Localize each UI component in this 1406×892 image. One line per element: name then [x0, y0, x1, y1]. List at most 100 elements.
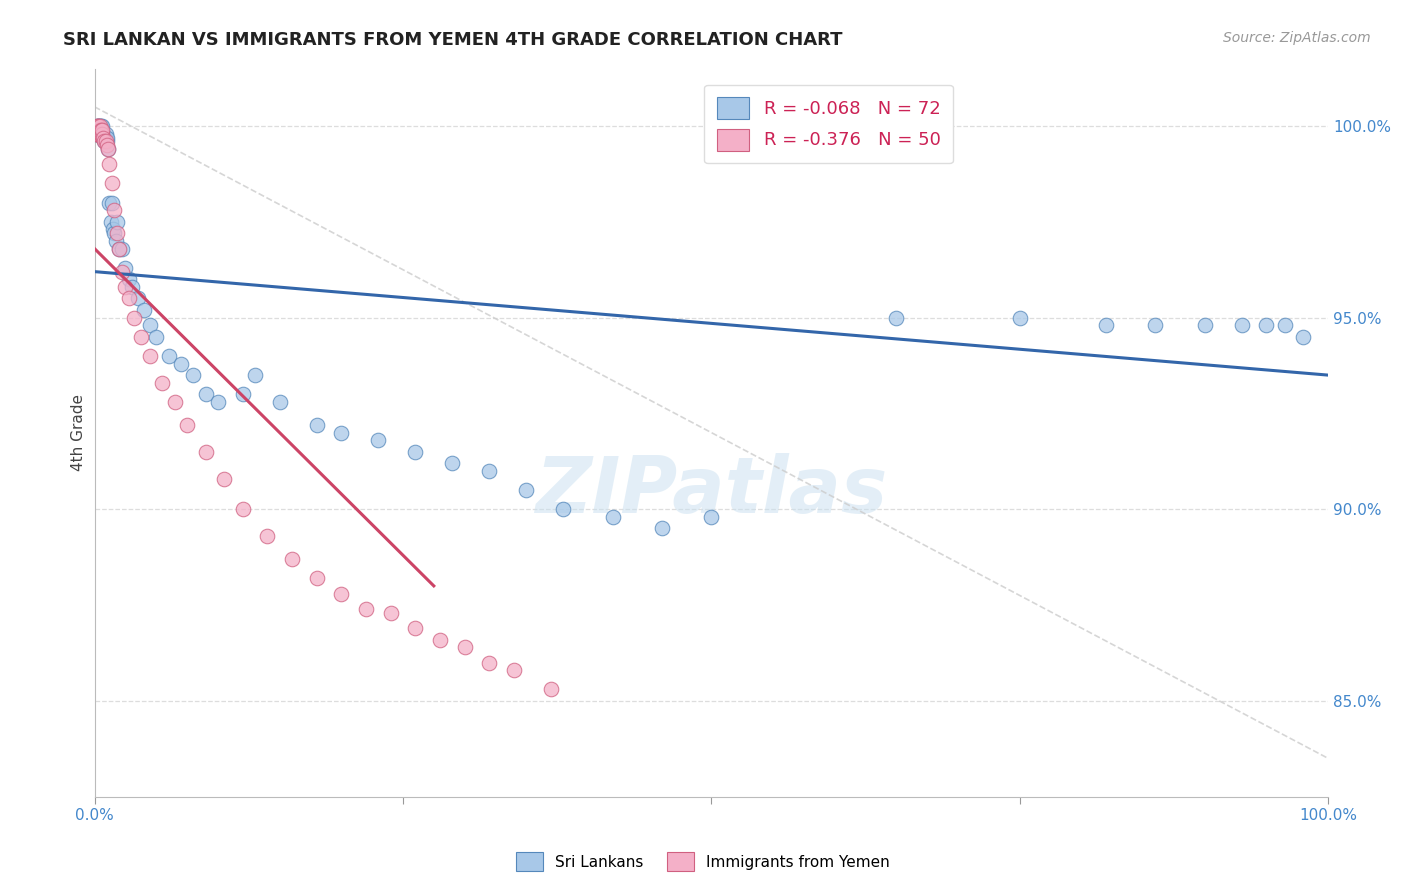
Legend: R = -0.068   N = 72, R = -0.376   N = 50: R = -0.068 N = 72, R = -0.376 N = 50 [704, 85, 953, 163]
Point [93, 130, 115, 145]
Point [700, 509, 723, 524]
Point [553, 502, 575, 516]
Point [163, 395, 186, 409]
Point [86, 123, 108, 137]
Point [93, 134, 115, 148]
Point [94, 130, 117, 145]
Point [121, 280, 143, 294]
Point [100, 215, 122, 229]
Point [91, 127, 114, 141]
Text: SRI LANKAN VS IMMIGRANTS FROM YEMEN 4TH GRADE CORRELATION CHART: SRI LANKAN VS IMMIGRANTS FROM YEMEN 4TH … [63, 31, 842, 49]
Point [1008, 310, 1031, 325]
Point [104, 234, 127, 248]
Point [97, 142, 120, 156]
Point [98, 157, 121, 171]
Point [330, 586, 353, 600]
Point [256, 529, 278, 543]
Point [540, 682, 562, 697]
Point [157, 349, 180, 363]
Point [404, 444, 426, 458]
Point [103, 203, 125, 218]
Point [91, 130, 114, 145]
Point [330, 425, 353, 440]
Point [232, 502, 254, 516]
Point [90, 127, 112, 141]
Point [139, 318, 162, 333]
Point [90, 123, 112, 137]
Point [152, 376, 174, 390]
Point [170, 357, 193, 371]
Point [94, 127, 117, 141]
Point [305, 571, 328, 585]
Point [101, 195, 124, 210]
Point [122, 310, 145, 325]
Point [90, 123, 112, 137]
Point [87, 127, 110, 141]
Point [886, 310, 908, 325]
Point [89, 127, 111, 141]
Point [1230, 318, 1253, 333]
Legend: Sri Lankans, Immigrants from Yemen: Sri Lankans, Immigrants from Yemen [509, 847, 897, 877]
Point [281, 552, 304, 566]
Point [114, 280, 136, 294]
Point [86, 123, 108, 137]
Point [91, 127, 114, 141]
Point [111, 265, 134, 279]
Text: ZIPatlas: ZIPatlas [536, 453, 887, 529]
Point [305, 417, 328, 432]
Point [429, 632, 451, 647]
Point [478, 464, 501, 478]
Point [380, 606, 402, 620]
Point [105, 215, 128, 229]
Point [602, 509, 624, 524]
Point [97, 142, 120, 156]
Point [194, 444, 217, 458]
Y-axis label: 4th Grade: 4th Grade [72, 394, 86, 471]
Point [181, 368, 204, 383]
Point [91, 119, 114, 133]
Point [90, 119, 112, 133]
Point [93, 134, 115, 148]
Point [118, 272, 141, 286]
Point [1144, 318, 1167, 333]
Point [89, 119, 111, 133]
Point [453, 640, 475, 655]
Point [176, 417, 198, 432]
Point [91, 127, 114, 141]
Point [87, 119, 110, 133]
Point [98, 195, 121, 210]
Point [86, 127, 108, 141]
Point [441, 456, 464, 470]
Point [105, 227, 128, 241]
Point [515, 483, 537, 497]
Point [89, 119, 111, 133]
Text: Source: ZipAtlas.com: Source: ZipAtlas.com [1223, 31, 1371, 45]
Point [91, 130, 114, 145]
Point [194, 387, 217, 401]
Point [404, 621, 426, 635]
Point [89, 123, 111, 137]
Point [84, 123, 107, 137]
Point [87, 123, 110, 137]
Point [127, 292, 149, 306]
Point [96, 134, 118, 148]
Point [90, 127, 112, 141]
Point [96, 138, 118, 153]
Point [86, 127, 108, 141]
Point [1095, 318, 1118, 333]
Point [139, 349, 162, 363]
Point [118, 292, 141, 306]
Point [114, 260, 136, 275]
Point [89, 119, 111, 133]
Point [87, 123, 110, 137]
Point [87, 119, 110, 133]
Point [232, 387, 254, 401]
Point [89, 123, 111, 137]
Point [503, 663, 526, 677]
Point [87, 127, 110, 141]
Point [101, 177, 124, 191]
Point [478, 656, 501, 670]
Point [108, 242, 131, 256]
Point [84, 127, 107, 141]
Point [269, 395, 291, 409]
